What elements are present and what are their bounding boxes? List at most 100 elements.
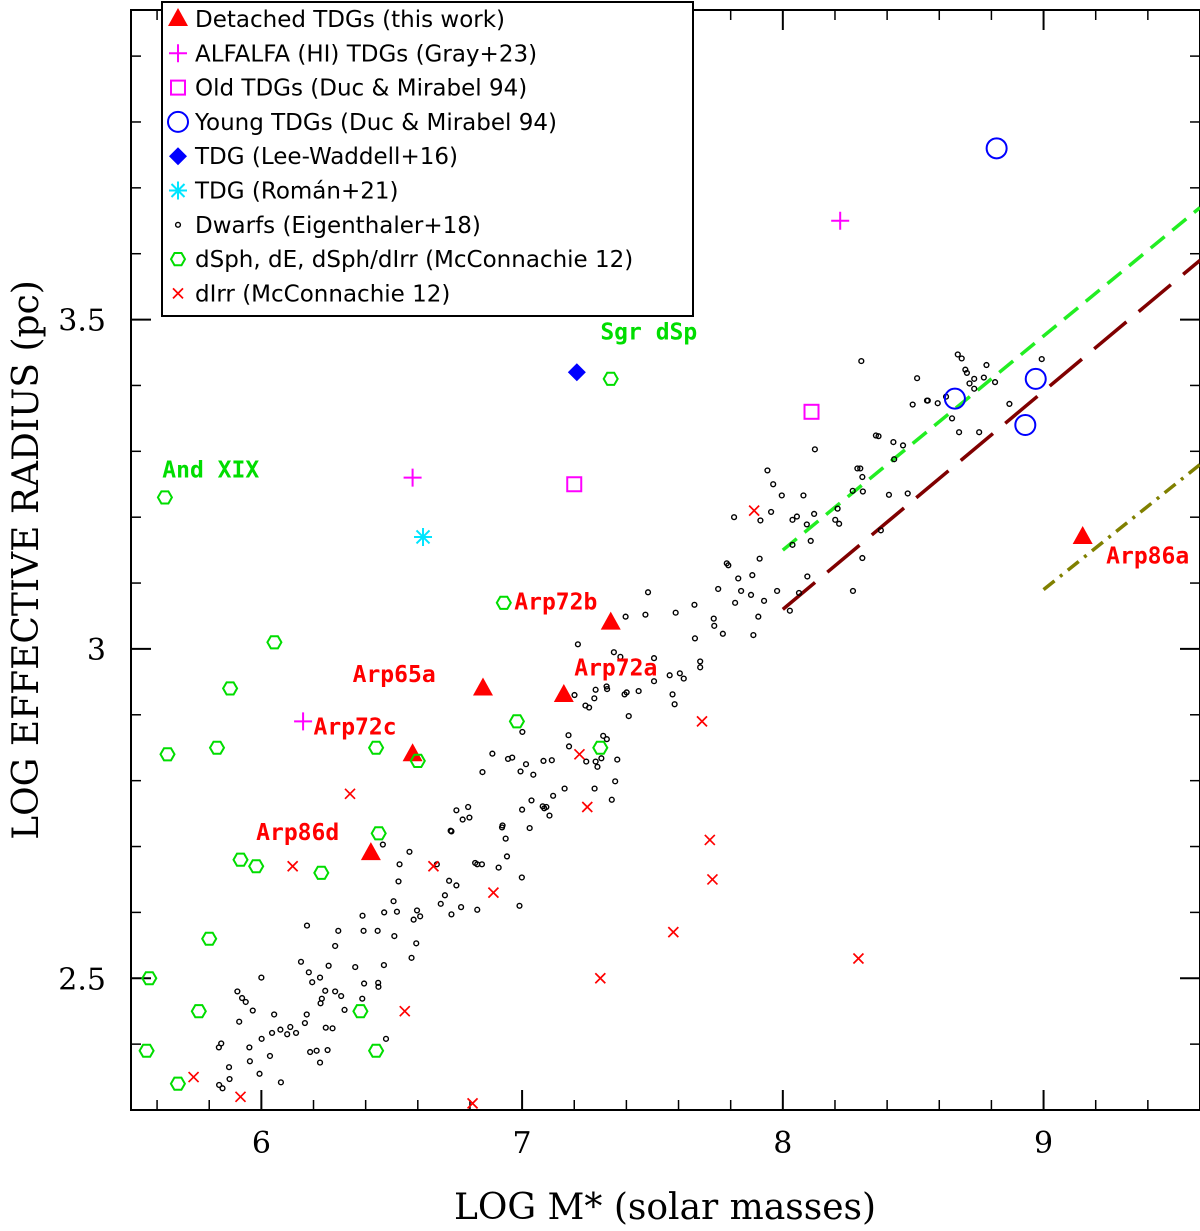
small-circle-point (238, 994, 246, 1002)
point-annotation: Arp86a (1106, 543, 1189, 569)
small-circle-point (756, 555, 763, 562)
legend: Detached TDGs (this work) ALFALFA (HI) TD… (161, 1, 694, 317)
hexagon-point (266, 635, 283, 650)
small-circle-point (586, 704, 593, 711)
circle-point (1014, 413, 1037, 436)
legend-marker (167, 110, 189, 133)
small-circle-point (246, 1044, 253, 1051)
point-annotation: Sgr dSp (600, 319, 697, 345)
small-circle-point (324, 1046, 331, 1054)
small-circle-point (457, 904, 465, 911)
small-circle-point (680, 675, 687, 682)
legend-box (161, 1, 694, 317)
series-x (187, 504, 865, 1110)
small-circle-point (437, 900, 444, 907)
small-circle-point (249, 1007, 256, 1014)
small-circle-point (218, 1040, 225, 1047)
small-circle-point (650, 678, 658, 685)
small-circle-point (359, 995, 366, 1002)
small-circle-point (591, 785, 598, 792)
small-circle-point (650, 655, 658, 662)
legend-entry: Young TDGs (Duc & Mirabel 94) (167, 110, 557, 136)
small-circle-point (303, 922, 311, 929)
legend-marker (169, 181, 187, 200)
small-circle-point (502, 835, 509, 842)
hexagon-point (190, 1004, 207, 1019)
small-circle-point (395, 878, 402, 885)
legend-label: Dwarfs (Eigenthaler+18) (195, 213, 481, 239)
square-point (566, 476, 583, 493)
small-circle-point (635, 687, 642, 695)
small-circle-point (914, 375, 921, 382)
x-point (706, 873, 719, 886)
small-circle-point (466, 814, 473, 821)
small-circle-point (359, 912, 366, 919)
small-circle-point (923, 397, 931, 404)
small-circle-point (603, 683, 610, 690)
small-circle-point (608, 796, 615, 803)
small-circle-point (594, 763, 601, 770)
small-circle-point (375, 979, 382, 986)
small-circle-point (268, 1029, 276, 1037)
small-circle-point (313, 1047, 320, 1054)
small-circle-point (413, 940, 420, 947)
point-annotation: Arp86d (256, 820, 339, 846)
series-hexagon (138, 371, 619, 1091)
triangle-point (600, 611, 621, 630)
small-circle-point (991, 379, 999, 386)
small-circle-point (518, 806, 526, 813)
small-circle-point (448, 911, 455, 918)
small-circle-point (360, 980, 368, 987)
small-circle-point (834, 505, 841, 512)
hexagon-point (352, 1004, 369, 1019)
small-circle-point (971, 375, 978, 382)
small-circle-point (453, 807, 460, 814)
legend-entry: ALFALFA (HI) TDGs (Gray+23) (169, 41, 537, 67)
small-circle-point (966, 380, 973, 387)
hexagon-point (138, 1043, 155, 1058)
series-small-circle (215, 351, 1045, 1092)
hexagon-point (508, 714, 526, 729)
y-axis-title: LOG EFFECTIVE RADIUS (pc) (6, 280, 47, 840)
diamond-point (567, 363, 586, 382)
legend-marker (169, 44, 187, 63)
small-circle-point (338, 992, 345, 1000)
small-circle-point (226, 1075, 233, 1083)
triangle-point (402, 743, 423, 762)
small-circle-point (391, 933, 398, 940)
small-circle-point (528, 797, 535, 804)
small-circle-point (885, 491, 893, 498)
x-tick-label: 8 (773, 1126, 792, 1161)
small-circle-point (284, 1031, 291, 1038)
small-circle-point (789, 541, 796, 548)
small-circle-point (803, 521, 810, 528)
small-circle-point (592, 686, 599, 693)
legend-entry: dIrr (McConnachie 12) (172, 281, 450, 307)
x-point (667, 926, 679, 938)
hexagon-point (495, 595, 512, 610)
small-circle-point (305, 969, 312, 976)
small-circle-point (307, 1048, 314, 1056)
small-circle-point (380, 961, 388, 969)
hexagon-point (367, 740, 385, 755)
small-circle-point (669, 691, 676, 698)
hexagon-point (169, 1076, 187, 1091)
small-circle-point (381, 909, 388, 916)
small-circle-point (795, 589, 803, 597)
small-circle-point (341, 1006, 348, 1013)
legend-entry: TDG (Lee-Waddell+16) (169, 144, 458, 170)
point-annotation: Arp72c (314, 715, 397, 741)
small-circle-point (495, 864, 502, 871)
green-dashed-fit-line (781, 206, 1200, 552)
small-circle-point (948, 415, 956, 422)
small-circle-point (396, 861, 403, 868)
small-circle-point (335, 927, 342, 934)
small-circle-point (322, 987, 329, 994)
small-circle-point (983, 361, 990, 369)
small-circle-point (522, 761, 530, 768)
dark-red-longdash-fit-line (781, 258, 1200, 611)
legend-label: Detached TDGs (this work) (195, 7, 505, 33)
small-circle-point (518, 874, 525, 881)
small-circle-point (408, 954, 415, 961)
